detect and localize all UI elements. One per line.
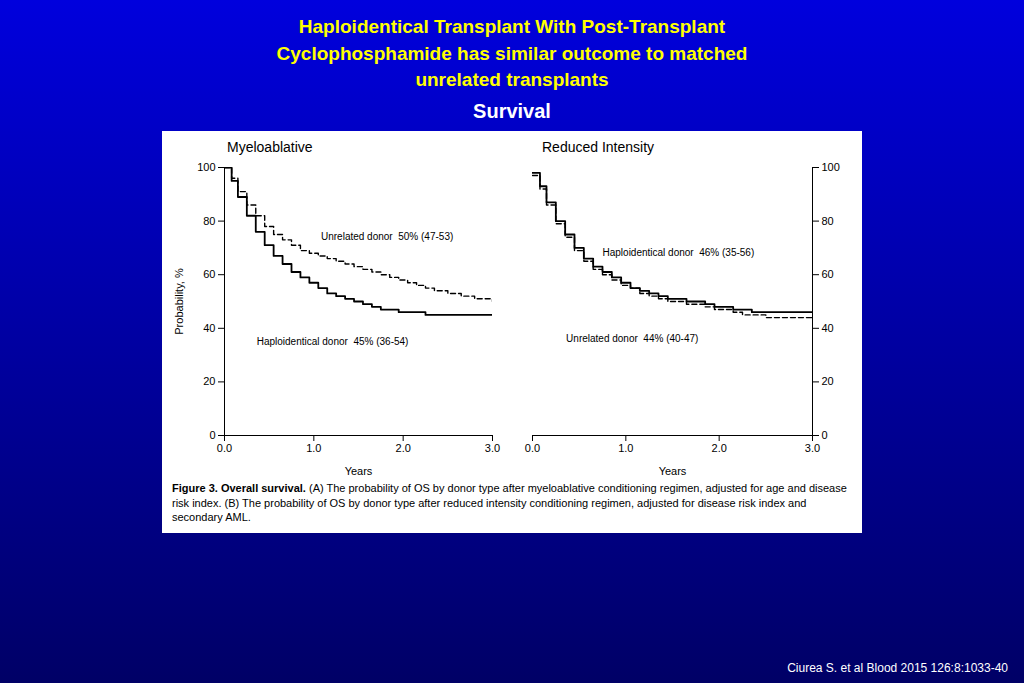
svg-text:40: 40 bbox=[203, 322, 215, 334]
svg-text:2.0: 2.0 bbox=[712, 442, 727, 454]
html-text:Survival: Survival bbox=[473, 99, 551, 122]
svg-text:1.0: 1.0 bbox=[306, 442, 321, 454]
svg-text:20: 20 bbox=[822, 375, 834, 387]
html-text:Myeloablative: Myeloablative bbox=[227, 138, 313, 155]
svg-text:0.0: 0.0 bbox=[525, 442, 540, 454]
svg-text:Unrelated donor 50% (47-53): Unrelated donor 50% (47-53) bbox=[321, 231, 453, 242]
svg-text:0: 0 bbox=[209, 429, 215, 441]
html-text:Ciurea S. et al Blood 2015 126: Ciurea S. et al Blood 2015 126:8:1033-40 bbox=[787, 661, 1008, 675]
svg-text:Unrelated donor 44% (40-47): Unrelated donor 44% (40-47) bbox=[566, 333, 698, 344]
html-text:Reduced Intensity: Reduced Intensity bbox=[542, 138, 655, 155]
svg-text:60: 60 bbox=[203, 268, 215, 280]
svg-text:Probability, %: Probability, % bbox=[173, 268, 185, 335]
svg-text:Years: Years bbox=[345, 464, 373, 476]
svg-text:3.0: 3.0 bbox=[485, 442, 500, 454]
svg-text:Years: Years bbox=[659, 464, 687, 476]
svg-text:Haploidentical donor 45% (36-: Haploidentical donor 45% (36-54) bbox=[257, 336, 409, 347]
svg-text:2.0: 2.0 bbox=[396, 442, 411, 454]
svg-text:20: 20 bbox=[203, 375, 215, 387]
svg-text:40: 40 bbox=[822, 322, 834, 334]
svg-text:1.0: 1.0 bbox=[618, 442, 633, 454]
svg-text:100: 100 bbox=[822, 161, 840, 173]
svg-text:Haploidentical donor 46% (35-: Haploidentical donor 46% (35-56) bbox=[603, 247, 755, 258]
svg-text:0: 0 bbox=[822, 429, 828, 441]
svg-text:3.0: 3.0 bbox=[805, 442, 820, 454]
svg-text:80: 80 bbox=[203, 214, 215, 226]
svg-text:100: 100 bbox=[197, 161, 215, 173]
svg-text:60: 60 bbox=[822, 268, 834, 280]
svg-text:0.0: 0.0 bbox=[217, 442, 232, 454]
svg-text:80: 80 bbox=[822, 214, 834, 226]
html-text:Figure 3. Overall survival. (A: Figure 3. Overall survival. (A) The prob… bbox=[172, 481, 850, 524]
html-text:Haploidentical Transplant With: Haploidentical Transplant With Post-Tran… bbox=[276, 16, 748, 91]
